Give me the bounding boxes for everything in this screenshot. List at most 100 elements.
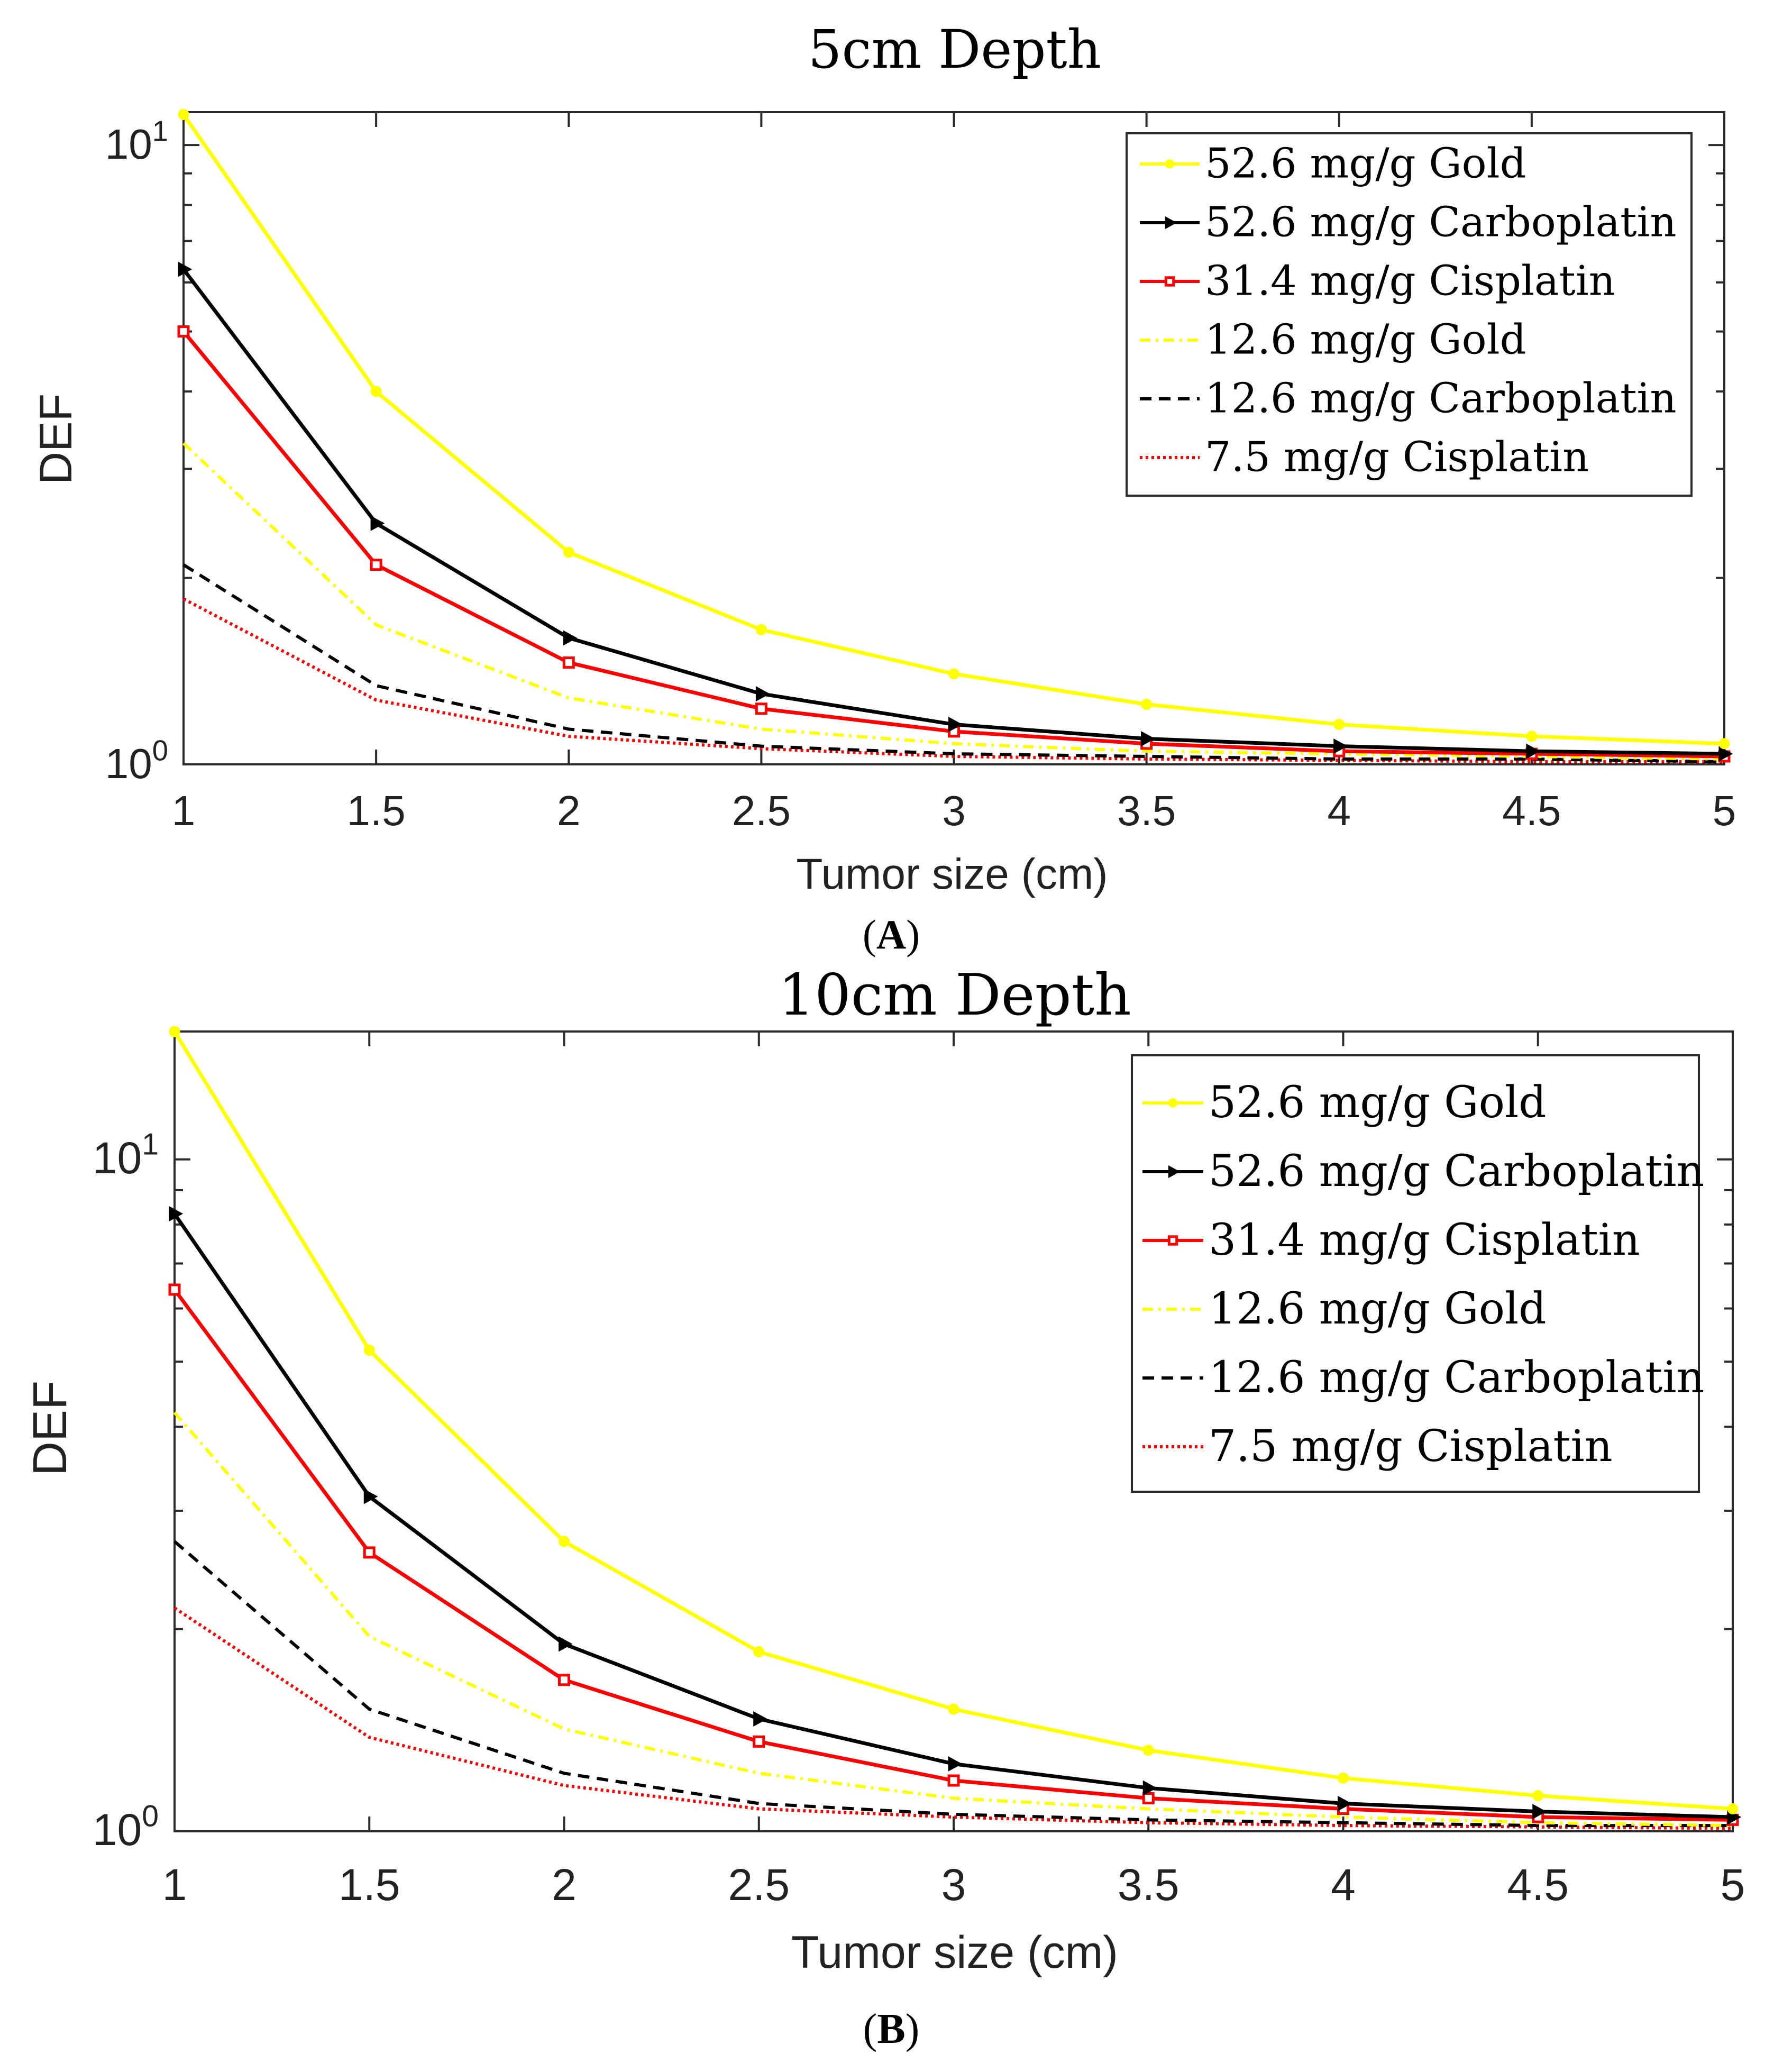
data-point — [1141, 699, 1153, 710]
legend-item: 31.4 mg/g Cisplatin — [1142, 1215, 1640, 1265]
chart-title: 10cm Depth — [778, 962, 1131, 1028]
series-12-6-mg-g-carboplatin — [182, 563, 1725, 763]
x-tick-label: 3 — [941, 1860, 966, 1910]
data-point — [1168, 1098, 1178, 1108]
legend-label: 12.6 mg/g Carboplatin — [1205, 375, 1677, 423]
legend-label: 7.5 mg/g Cisplatin — [1205, 434, 1589, 481]
legend: 52.6 mg/g Gold 52.6 mg/g Carboplatin 31.4 … — [1131, 1054, 1704, 1493]
x-tick-label: 4 — [1331, 1860, 1356, 1910]
data-point — [1142, 1792, 1155, 1804]
data-point — [563, 630, 578, 646]
x-tick-label: 2 — [552, 1860, 577, 1910]
series-7-5-mg-g-cisplatin — [173, 1607, 1733, 1830]
y-tick-labels: 100 101 — [105, 115, 168, 787]
data-point — [1718, 738, 1730, 750]
data-point — [559, 1536, 570, 1547]
x-tick-label: 2.5 — [728, 1860, 790, 1910]
legend-label: 31.4 mg/g Cisplatin — [1209, 1215, 1640, 1265]
series-line — [182, 563, 1725, 763]
data-point — [363, 1546, 376, 1559]
data-point — [168, 1283, 181, 1296]
legend-items: 52.6 mg/g Gold 52.6 mg/g Carboplatin 31.4 … — [1140, 140, 1677, 481]
panel-label-open: ( — [863, 911, 876, 957]
y-axis-label: DEF — [24, 1381, 77, 1476]
data-point — [363, 1345, 375, 1356]
legend-label: 52.6 mg/g Carboplatin — [1209, 1146, 1704, 1197]
data-point — [363, 1489, 378, 1504]
legend-item: 12.6 mg/g Gold — [1140, 316, 1526, 364]
data-point — [1165, 159, 1175, 169]
x-tick-label: 4.5 — [1507, 1860, 1569, 1910]
legend-box — [1126, 132, 1693, 497]
data-point — [755, 702, 767, 715]
data-series — [168, 1026, 1742, 1830]
data-point — [1165, 216, 1177, 230]
data-point — [169, 1206, 184, 1222]
legend-item: 12.6 mg/g Carboplatin — [1142, 1353, 1704, 1403]
series-12-6-mg-g-carboplatin — [173, 1540, 1733, 1828]
x-tick-label: 4.5 — [1502, 787, 1561, 834]
series-52-6-mg-g-gold — [178, 109, 1730, 750]
series-12-6-mg-g-gold — [182, 442, 1725, 761]
panel-label-a: (A) — [863, 911, 920, 957]
x-tick-label: 5 — [1713, 787, 1736, 834]
legend-label: 12.6 mg/g Gold — [1209, 1284, 1547, 1334]
data-point — [169, 1026, 180, 1037]
x-tick-label: 2 — [557, 787, 581, 834]
legend-item: 12.6 mg/g Carboplatin — [1140, 375, 1677, 423]
legend-label: 52.6 mg/g Gold — [1209, 1078, 1547, 1128]
data-point — [1333, 738, 1348, 754]
panel-label-letter: A — [876, 911, 906, 957]
series-line — [182, 442, 1725, 761]
data-point — [753, 1735, 765, 1748]
data-point — [559, 1636, 573, 1652]
legend-item: 52.6 mg/g Carboplatin — [1142, 1146, 1704, 1197]
x-tick-label: 3.5 — [1117, 787, 1176, 834]
legend-box — [1131, 1054, 1700, 1493]
legend-label: 12.6 mg/g Gold — [1205, 316, 1526, 364]
y-axis-label: DEF — [31, 394, 81, 485]
data-point — [753, 1646, 765, 1658]
x-tick-label: 1.5 — [339, 1860, 400, 1910]
legend-item: 52.6 mg/g Gold — [1140, 140, 1526, 188]
panel-a: 5cm Depth 1 1.5 2 2.5 3 3.5 4 4.5 5 100 101 Tumor… — [31, 19, 1736, 957]
data-point — [1333, 719, 1345, 731]
data-point — [948, 1703, 959, 1715]
panel-label-open: ( — [863, 2006, 877, 2052]
legend-label: 52.6 mg/g Gold — [1205, 140, 1526, 188]
series-line — [173, 1607, 1733, 1830]
data-point — [370, 515, 385, 531]
data-point — [178, 261, 193, 277]
legend-item: 12.6 mg/g Gold — [1142, 1284, 1547, 1334]
data-point — [370, 559, 382, 571]
data-point — [1338, 1795, 1352, 1811]
data-point — [947, 1774, 960, 1787]
axis-tick-marks — [173, 1032, 1734, 1832]
series-7-5-mg-g-cisplatin — [182, 597, 1724, 763]
series-line — [173, 1411, 1733, 1828]
data-point — [1164, 276, 1175, 287]
x-tick-label: 1.5 — [347, 787, 406, 834]
panel-label-close: ) — [906, 911, 920, 957]
chart-title: 5cm Depth — [808, 19, 1101, 80]
y-tick-label: 100 — [105, 734, 168, 787]
data-series — [177, 109, 1733, 763]
series-52-6-mg-g-carboplatin — [169, 1206, 1742, 1825]
data-point — [1718, 746, 1733, 762]
legend-label: 31.4 mg/g Cisplatin — [1205, 258, 1615, 305]
series-line — [173, 1540, 1733, 1828]
x-tick-label: 3.5 — [1118, 1860, 1179, 1910]
data-point — [558, 1674, 570, 1686]
data-point — [1142, 1745, 1154, 1756]
data-point — [178, 109, 189, 121]
data-point — [370, 386, 382, 397]
legend-item: 7.5 mg/g Cisplatin — [1142, 1421, 1613, 1472]
data-point — [177, 325, 190, 338]
x-tick-labels: 1 1.5 2 2.5 3 3.5 4 4.5 5 — [162, 1860, 1745, 1910]
data-point — [1167, 1235, 1178, 1246]
data-point — [755, 686, 770, 702]
data-point — [1338, 1772, 1349, 1784]
legend-items: 52.6 mg/g Gold 52.6 mg/g Carboplatin 31.4 … — [1142, 1078, 1704, 1472]
x-axis-label: Tumor size (cm) — [791, 1927, 1118, 1978]
